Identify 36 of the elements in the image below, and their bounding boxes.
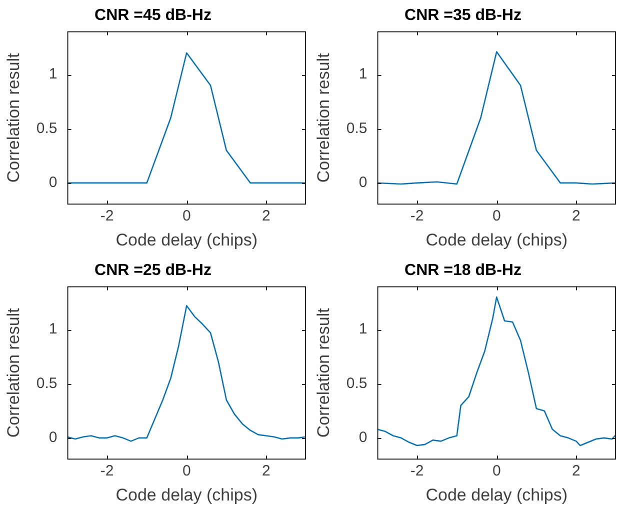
x-tick-label: 2 xyxy=(262,208,270,225)
chart-title: CNR =18 dB-Hz xyxy=(404,262,522,280)
x-tick-label: -2 xyxy=(100,462,114,480)
y-tick-label: 0.5 xyxy=(36,120,58,137)
y-axis-title: Correlation result xyxy=(314,308,333,438)
y-tick-label: 0 xyxy=(48,429,58,446)
y-tick-label: 0.5 xyxy=(36,374,58,392)
y-tick-label: 0 xyxy=(358,429,368,446)
x-tick-label: 2 xyxy=(262,462,270,480)
x-axis-title: Code delay (chips) xyxy=(426,485,568,504)
x-tick-label: 0 xyxy=(492,462,501,480)
y-tick-label: 1 xyxy=(48,66,58,83)
y-tick-label: 0.5 xyxy=(346,120,368,137)
y-axis-title: Correlation result xyxy=(4,308,23,438)
chart-title: CNR =45 dB-Hz xyxy=(94,7,212,24)
y-axis-title: Correlation result xyxy=(4,52,23,183)
y-tick-label: 0 xyxy=(48,174,58,192)
x-tick-label: -2 xyxy=(100,208,114,225)
x-tick-label: 2 xyxy=(572,208,580,225)
x-tick-label: 2 xyxy=(572,462,580,480)
chart-title: CNR =25 dB-Hz xyxy=(94,262,212,280)
x-tick-label: 0 xyxy=(492,208,501,225)
x-axis-title: Code delay (chips) xyxy=(426,230,568,250)
y-tick-label: 1 xyxy=(48,320,58,338)
y-axis-title: Correlation result xyxy=(314,52,333,183)
x-tick-label: 0 xyxy=(182,462,191,480)
y-tick-label: 1 xyxy=(358,320,368,338)
chart-title: CNR =35 dB-Hz xyxy=(404,7,522,24)
x-tick-label: -2 xyxy=(410,462,424,480)
x-axis-title: Code delay (chips) xyxy=(116,485,258,504)
y-tick-label: 1 xyxy=(358,66,368,83)
x-tick-label: -2 xyxy=(410,208,424,225)
x-tick-label: 0 xyxy=(182,208,191,225)
y-tick-label: 0.5 xyxy=(346,374,368,392)
y-tick-label: 0 xyxy=(358,174,368,192)
x-axis-title: Code delay (chips) xyxy=(116,230,258,250)
